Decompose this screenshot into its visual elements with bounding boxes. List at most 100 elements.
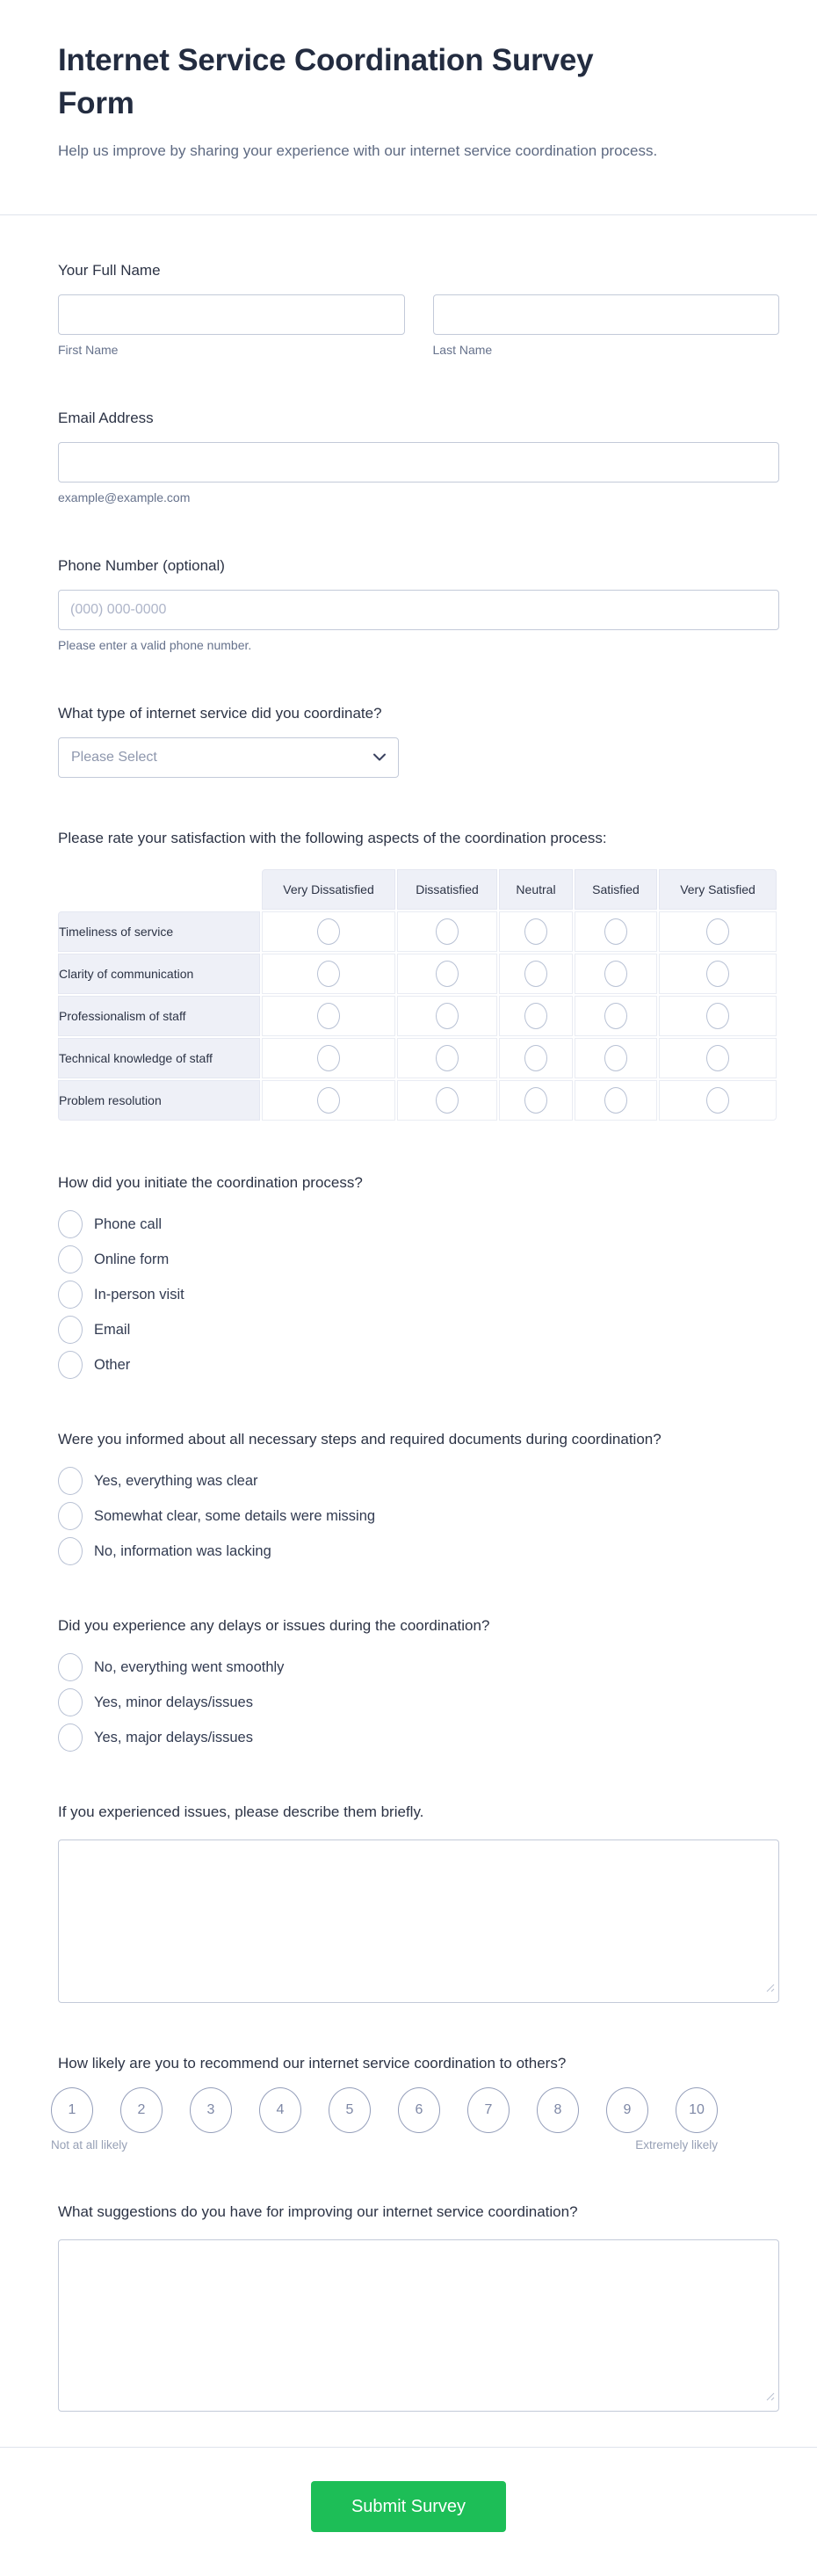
radio-informed-yes[interactable] bbox=[58, 1467, 83, 1495]
email-input[interactable] bbox=[58, 442, 779, 483]
radio-resolution-dissatisfied[interactable] bbox=[436, 1087, 459, 1114]
scale-option-5[interactable]: 5 bbox=[329, 2087, 371, 2133]
delays-question: Did you experience any delays or issues … bbox=[58, 1617, 490, 1634]
radio-email[interactable] bbox=[58, 1316, 83, 1344]
radio-in-person-visit[interactable] bbox=[58, 1281, 83, 1309]
radio-professionalism-dissatisfied[interactable] bbox=[436, 1003, 459, 1029]
radio-timeliness-dissatisfied[interactable] bbox=[436, 918, 459, 945]
radio-technical-dissatisfied[interactable] bbox=[436, 1045, 459, 1071]
option-major-delays: Yes, major delays/issues bbox=[58, 1723, 779, 1752]
radio-resolution-neutral[interactable] bbox=[524, 1087, 547, 1114]
scale-option-7[interactable]: 7 bbox=[467, 2087, 510, 2133]
radio-professionalism-satisfied[interactable] bbox=[604, 1003, 627, 1029]
option-phone-call: Phone call bbox=[58, 1210, 779, 1238]
radio-informed-no[interactable] bbox=[58, 1537, 83, 1565]
submit-survey-button[interactable]: Submit Survey bbox=[311, 2481, 506, 2532]
radio-informed-somewhat[interactable] bbox=[58, 1502, 83, 1530]
radio-online-form[interactable] bbox=[58, 1245, 83, 1273]
option-online-form: Online form bbox=[58, 1245, 779, 1273]
table-row: Problem resolution bbox=[58, 1080, 777, 1121]
last-name-input[interactable] bbox=[432, 294, 779, 335]
radio-clarity-dissatisfied[interactable] bbox=[436, 961, 459, 987]
email-label: Email Address bbox=[58, 410, 154, 426]
option-label: Yes, major delays/issues bbox=[94, 1729, 253, 1745]
suggestions-textarea[interactable] bbox=[58, 2239, 779, 2412]
last-name-sublabel: Last Name bbox=[432, 343, 493, 357]
option-no-delays: No, everything went smoothly bbox=[58, 1653, 779, 1681]
radio-timeliness-neutral[interactable] bbox=[524, 918, 547, 945]
option-other: Other bbox=[58, 1351, 779, 1379]
option-informed-somewhat: Somewhat clear, some details were missin… bbox=[58, 1502, 779, 1530]
field-recommend: How likely are you to recommend our inte… bbox=[51, 2052, 779, 2152]
row-label-timeliness: Timeliness of service bbox=[58, 911, 260, 952]
phone-label: Phone Number (optional) bbox=[58, 557, 225, 574]
field-delays: Did you experience any delays or issues … bbox=[58, 1615, 779, 1752]
scale-max-label: Extremely likely bbox=[635, 2138, 718, 2152]
form-header: Internet Service Coordination Survey For… bbox=[0, 0, 817, 163]
issues-textarea[interactable] bbox=[58, 1839, 779, 2003]
row-label-problem-resolution: Problem resolution bbox=[58, 1080, 260, 1121]
field-email: Email Address example@example.com bbox=[58, 407, 779, 505]
scale-option-4[interactable]: 4 bbox=[259, 2087, 301, 2133]
radio-clarity-very-satisfied[interactable] bbox=[706, 961, 729, 987]
radio-other[interactable] bbox=[58, 1351, 83, 1379]
last-name-col: Last Name bbox=[432, 294, 779, 358]
column-header-very-satisfied: Very Satisfied bbox=[659, 869, 777, 910]
recommend-scale: 1 2 3 4 5 6 7 8 9 10 Not at all likely E… bbox=[51, 2087, 779, 2152]
radio-timeliness-satisfied[interactable] bbox=[604, 918, 627, 945]
first-name-input[interactable] bbox=[58, 294, 405, 335]
field-satisfaction-table: Please rate your satisfaction with the f… bbox=[58, 827, 779, 1122]
radio-professionalism-very-dissatisfied[interactable] bbox=[317, 1003, 340, 1029]
option-minor-delays: Yes, minor delays/issues bbox=[58, 1688, 779, 1716]
field-initiation: How did you initiate the coordination pr… bbox=[58, 1172, 779, 1379]
radio-timeliness-very-dissatisfied[interactable] bbox=[317, 918, 340, 945]
radio-professionalism-neutral[interactable] bbox=[524, 1003, 547, 1029]
radio-clarity-very-dissatisfied[interactable] bbox=[317, 961, 340, 987]
scale-option-10[interactable]: 10 bbox=[676, 2087, 718, 2133]
column-header-neutral: Neutral bbox=[499, 869, 573, 910]
page-subtitle: Help us improve by sharing your experien… bbox=[58, 142, 658, 159]
phone-input[interactable] bbox=[58, 590, 779, 630]
email-sublabel: example@example.com bbox=[58, 490, 191, 504]
header-divider bbox=[0, 214, 817, 215]
recommend-question: How likely are you to recommend our inte… bbox=[58, 2055, 567, 2072]
scale-option-1[interactable]: 1 bbox=[51, 2087, 93, 2133]
option-in-person-visit: In-person visit bbox=[58, 1281, 779, 1309]
option-label: No, information was lacking bbox=[94, 1542, 271, 1559]
field-issues-description: If you experienced issues, please descri… bbox=[58, 1801, 779, 2003]
scale-option-2[interactable]: 2 bbox=[120, 2087, 163, 2133]
radio-professionalism-very-satisfied[interactable] bbox=[706, 1003, 729, 1029]
row-label-professionalism: Professionalism of staff bbox=[58, 996, 260, 1036]
page-title: Internet Service Coordination Survey For… bbox=[58, 43, 594, 120]
column-header-very-dissatisfied: Very Dissatisfied bbox=[262, 869, 395, 910]
radio-phone-call[interactable] bbox=[58, 1210, 83, 1238]
radio-technical-satisfied[interactable] bbox=[604, 1045, 627, 1071]
informed-question: Were you informed about all necessary st… bbox=[58, 1431, 662, 1448]
table-row: Clarity of communication bbox=[58, 954, 777, 994]
resize-handle-icon[interactable] bbox=[765, 1981, 775, 1997]
footer-divider bbox=[0, 2447, 817, 2448]
radio-technical-neutral[interactable] bbox=[524, 1045, 547, 1071]
scale-option-9[interactable]: 9 bbox=[606, 2087, 648, 2133]
form-footer: Submit Survey bbox=[0, 2448, 817, 2576]
radio-resolution-very-satisfied[interactable] bbox=[706, 1087, 729, 1114]
radio-clarity-neutral[interactable] bbox=[524, 961, 547, 987]
scale-option-3[interactable]: 3 bbox=[190, 2087, 232, 2133]
radio-major-delays[interactable] bbox=[58, 1723, 83, 1752]
radio-minor-delays[interactable] bbox=[58, 1688, 83, 1716]
option-informed-yes: Yes, everything was clear bbox=[58, 1467, 779, 1495]
scale-option-8[interactable]: 8 bbox=[537, 2087, 579, 2133]
radio-no-delays[interactable] bbox=[58, 1653, 83, 1681]
radio-resolution-satisfied[interactable] bbox=[604, 1087, 627, 1114]
field-service-type: What type of internet service did you co… bbox=[58, 702, 779, 778]
service-type-select[interactable]: Please Select bbox=[58, 737, 399, 778]
radio-resolution-very-dissatisfied[interactable] bbox=[317, 1087, 340, 1114]
radio-technical-very-dissatisfied[interactable] bbox=[317, 1045, 340, 1071]
full-name-label: Your Full Name bbox=[58, 262, 161, 279]
resize-handle-icon[interactable] bbox=[765, 2390, 775, 2405]
scale-option-6[interactable]: 6 bbox=[398, 2087, 440, 2133]
radio-timeliness-very-satisfied[interactable] bbox=[706, 918, 729, 945]
radio-technical-very-satisfied[interactable] bbox=[706, 1045, 729, 1071]
field-informed: Were you informed about all necessary st… bbox=[58, 1428, 779, 1565]
radio-clarity-satisfied[interactable] bbox=[604, 961, 627, 987]
